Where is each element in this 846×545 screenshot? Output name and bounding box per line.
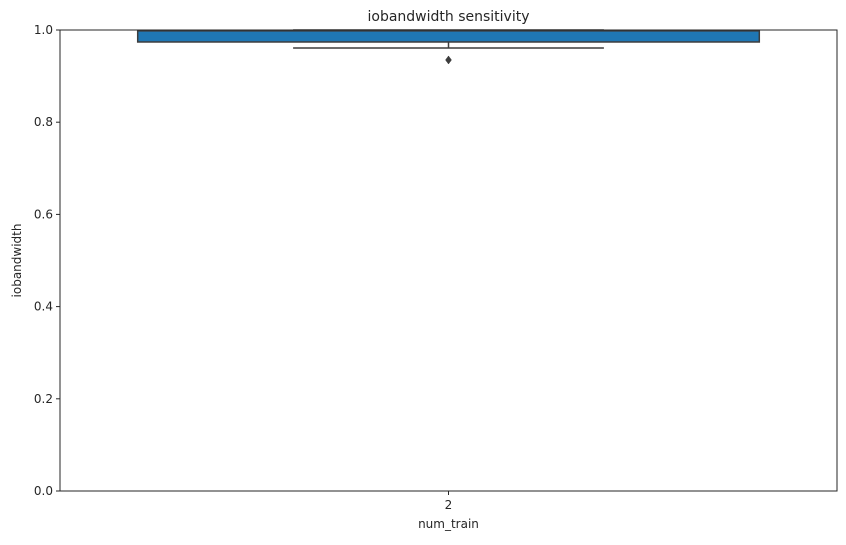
y-tick-label: 0.8	[34, 115, 53, 129]
y-tick-label: 1.0	[34, 23, 53, 37]
box-series	[136, 29, 761, 65]
y-axis: 0.0 0.2 0.4 0.6 0.8 1.0	[34, 23, 60, 498]
chart-title: iobandwidth sensitivity	[367, 9, 529, 25]
y-axis-label: iobandwidth	[10, 224, 24, 298]
y-tick-label: 0.4	[34, 300, 53, 314]
y-tick-label: 0.6	[34, 207, 53, 221]
axes-frame	[59, 29, 838, 492]
box-2	[136, 29, 761, 65]
box-iqr	[136, 29, 761, 43]
outlier-point	[445, 55, 452, 65]
x-axis: 2	[445, 491, 453, 512]
y-tick-label: 0.2	[34, 392, 53, 406]
y-tick-label: 0.0	[34, 484, 53, 498]
x-axis-label: num_train	[418, 517, 479, 531]
x-tick-label: 2	[445, 498, 453, 512]
